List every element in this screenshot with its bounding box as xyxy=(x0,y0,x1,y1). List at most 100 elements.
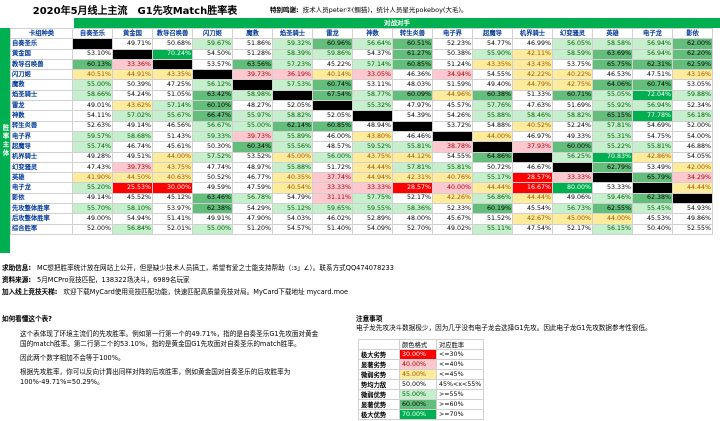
winrate-cell: 47.74% xyxy=(192,161,233,174)
legend-range: 45%<x<55% xyxy=(435,379,485,390)
winrate-cell: 54.69% xyxy=(632,120,673,132)
winrate-cell: 52.23% xyxy=(432,38,473,50)
winrate-cell: 62.79% xyxy=(592,161,633,174)
winrate-cell: 55.97% xyxy=(232,110,273,122)
self-matchup-cell xyxy=(472,141,513,153)
winrate-cell: 56.18% xyxy=(672,110,713,122)
winrate-cell: 49.91% xyxy=(192,213,233,225)
winrate-cell: 72.04% xyxy=(632,89,673,102)
winrate-cell: 44.44% xyxy=(352,161,393,174)
winrate-cell: 60.51% xyxy=(392,38,433,50)
winrate-cell: 56.64% xyxy=(352,38,393,50)
winrate-cell: 64.06% xyxy=(592,79,633,91)
header-row: 卡组种类 自奏圣乐 黄金国 教导召唤兽 闪刀姬 魔救 焰圣骑士 雷龙 神数 转生炎兽 电子界 超魔导机… xyxy=(10,27,713,40)
winrate-cell: 59.86% xyxy=(312,48,353,60)
winrate-cell: 58.58% xyxy=(592,38,633,50)
winrate-cell: 54.37% xyxy=(352,48,393,60)
self-matchup-cell xyxy=(512,151,553,163)
winrate-cell: 44.00% xyxy=(472,130,513,143)
table-row: 幻变骚灵 47.43% 39.73% 43.75% 47.74% 48.97% 55.88%… xyxy=(10,161,713,174)
winrate-cell: 47.54% xyxy=(512,223,553,235)
winrate-cell: 50.52% xyxy=(192,172,233,184)
winrate-cell: 42.00% xyxy=(672,161,713,174)
winrate-cell: 28.57% xyxy=(512,172,553,184)
winrate-cell: 55.56% xyxy=(272,141,313,153)
winrate-cell: 43.62% xyxy=(112,100,153,112)
winrate-cell: 48.27% xyxy=(232,100,273,112)
winrate-cell: 54.03% xyxy=(272,213,313,225)
faq-question: 如何看懂这个表? xyxy=(2,315,52,323)
winrate-cell: 49.40% xyxy=(472,79,513,91)
winrate-cell: 55.12% xyxy=(272,203,313,215)
table-row: 闪刀姬 40.51% 44.91% 43.35% 39.73% 36.19% 40.14% 3… xyxy=(10,69,713,81)
winrate-cell: 55.89% xyxy=(272,130,313,143)
winrate-cell: 51.20% xyxy=(232,223,273,235)
winrate-cell: 60.74% xyxy=(632,79,673,91)
winrate-cell: 55.67% xyxy=(152,110,193,122)
winrate-cell: 58.66% xyxy=(72,89,113,102)
winrate-cell: 58.39% xyxy=(272,48,313,60)
winrate-cell: 56.78% xyxy=(232,192,273,205)
legend-row: 极大优势 70.00% >=70% xyxy=(358,409,485,420)
winrate-cell: 62.20% xyxy=(672,48,713,60)
winrate-table: 卡组种类 自奏圣乐 黄金国 教导召唤兽 闪刀姬 魔救 焰圣骑士 雷龙 神数 转生炎兽 电子界 超魔导机… xyxy=(10,27,713,235)
legend-header-cell: 颜色格式 xyxy=(399,339,437,350)
winrate-cell: 58.98% xyxy=(232,89,273,102)
winrate-cell: 60.71% xyxy=(552,89,593,102)
self-matchup-cell xyxy=(592,172,633,184)
winrate-cell: 61.27% xyxy=(392,48,433,60)
winrate-cell: 52.55% xyxy=(672,223,713,235)
winrate-cell: 45.53% xyxy=(632,213,673,225)
winrate-cell: 55.22% xyxy=(592,141,633,153)
legend-name: 微弱优势 xyxy=(358,389,400,400)
self-matchup-cell xyxy=(552,161,593,174)
winrate-cell: 44.50% xyxy=(112,172,153,184)
column-header: 影依 xyxy=(672,27,713,40)
legend-row: 微弱劣势 45.00% <=45% xyxy=(358,369,485,380)
winrate-cell: 47.59% xyxy=(232,182,273,194)
winrate-cell: 56.12% xyxy=(192,79,233,91)
winrate-cell: 37.74% xyxy=(312,172,353,184)
attention-heading: 注意事项 xyxy=(356,315,383,323)
winrate-cell: 66.47% xyxy=(192,110,233,122)
winrate-cell: 55.74% xyxy=(72,141,113,153)
winrate-cell: 62.55% xyxy=(592,203,633,215)
winrate-cell: 60.85% xyxy=(392,58,433,71)
winrate-cell: 52.24% xyxy=(552,120,593,132)
winrate-cell: 80.00% xyxy=(552,182,593,194)
legend-row: 极大劣势 30.00% <=30% xyxy=(358,349,485,360)
column-header: 焰圣骑士 xyxy=(272,27,313,40)
winrate-cell: 34.29% xyxy=(672,172,713,184)
winrate-cell: 44.12% xyxy=(392,151,433,163)
self-matchup-cell xyxy=(392,120,433,132)
winrate-cell: 56.94% xyxy=(632,100,673,112)
winrate-cell: 36.19% xyxy=(272,69,313,81)
row-header: 超魔导 xyxy=(10,141,73,153)
winrate-cell: 40.14% xyxy=(312,69,353,81)
winrate-cell: 40.22% xyxy=(552,69,593,81)
winrate-cell: 28.57% xyxy=(392,182,433,194)
column-header: 转生炎兽 xyxy=(392,27,433,40)
winrate-cell: 54.93% xyxy=(672,203,713,215)
self-matchup-cell xyxy=(232,79,273,91)
winrate-cell: 57.81% xyxy=(592,120,633,132)
winrate-cell: 53.10% xyxy=(72,48,113,60)
winrate-cell: 59.57% xyxy=(72,130,113,143)
legend-header: 颜色格式 对应胜率 xyxy=(358,339,485,350)
winrate-cell: 55.00% xyxy=(232,120,273,132)
winrate-cell: 40.63% xyxy=(152,172,193,184)
thanks-label: 特别鸣谢: xyxy=(270,6,299,14)
note-label: 求助信息: xyxy=(2,264,32,272)
self-matchup-cell xyxy=(192,69,233,81)
thanks-line: 特别鸣谢: 技术人员peter②(鲷猫)，统计人员星光pokeboy(大毛)。 xyxy=(270,4,468,14)
winrate-cell: 46.00% xyxy=(312,130,353,143)
winrate-cell: 54.24% xyxy=(112,89,153,102)
winrate-cell: 46.74% xyxy=(112,141,153,153)
winrate-cell: 54.94% xyxy=(112,213,153,225)
winrate-cell: 49.06% xyxy=(552,192,593,205)
table-row: 英雄 41.90% 44.50% 40.63% 50.52% 46.77% 40.35% 37… xyxy=(10,172,713,184)
subject-side-label: 胜率主体 xyxy=(0,28,10,253)
winrate-cell: 51.52% xyxy=(472,213,513,225)
winrate-cell: 47.51% xyxy=(632,69,673,81)
winrate-cell: 54.39% xyxy=(392,110,433,122)
